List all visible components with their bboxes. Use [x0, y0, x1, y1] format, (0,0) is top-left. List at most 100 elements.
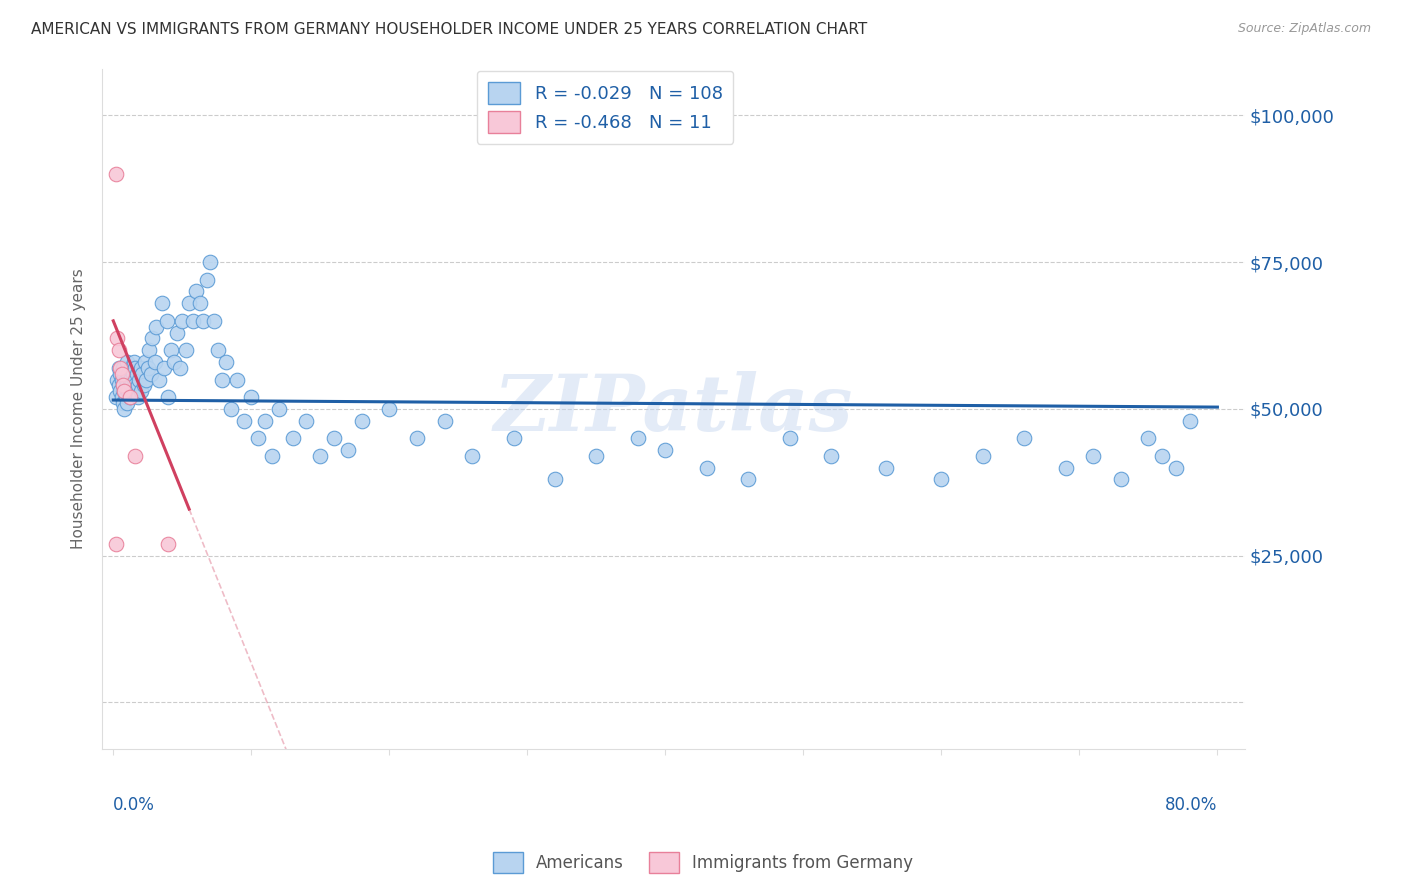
Point	[141, 331, 163, 345]
Point	[226, 372, 249, 386]
Point	[267, 401, 290, 416]
Point	[121, 367, 143, 381]
Text: ZIPatlas: ZIPatlas	[494, 370, 853, 447]
Point	[118, 390, 141, 404]
Point	[111, 378, 134, 392]
Point	[115, 396, 138, 410]
Point	[1178, 414, 1201, 428]
Point	[108, 384, 131, 399]
Point	[336, 442, 359, 457]
Point	[207, 343, 229, 358]
Point	[240, 390, 263, 404]
Point	[118, 372, 141, 386]
Point	[233, 414, 256, 428]
Point	[105, 331, 128, 345]
Point	[295, 414, 318, 428]
Point	[350, 414, 373, 428]
Point	[166, 326, 188, 340]
Point	[129, 360, 152, 375]
Point	[163, 355, 186, 369]
Point	[128, 372, 150, 386]
Point	[157, 390, 180, 404]
Point	[627, 431, 650, 445]
Point	[172, 314, 194, 328]
Point	[111, 378, 134, 392]
Point	[108, 367, 131, 381]
Point	[160, 343, 183, 358]
Point	[1054, 460, 1077, 475]
Point	[110, 367, 132, 381]
Point	[124, 378, 146, 392]
Point	[125, 384, 148, 399]
Point	[107, 360, 129, 375]
Point	[179, 296, 201, 310]
Point	[247, 431, 270, 445]
Point	[131, 367, 153, 381]
Point	[696, 460, 718, 475]
Point	[1137, 431, 1160, 445]
Point	[145, 319, 167, 334]
Text: 80.0%: 80.0%	[1166, 797, 1218, 814]
Point	[654, 442, 676, 457]
Point	[134, 355, 156, 369]
Text: Source: ZipAtlas.com: Source: ZipAtlas.com	[1237, 22, 1371, 36]
Point	[198, 255, 221, 269]
Point	[820, 449, 842, 463]
Point	[219, 401, 242, 416]
Point	[779, 431, 801, 445]
Point	[195, 273, 218, 287]
Point	[114, 390, 136, 404]
Point	[1152, 449, 1174, 463]
Point	[433, 414, 456, 428]
Point	[323, 431, 346, 445]
Legend: Americans, Immigrants from Germany: Americans, Immigrants from Germany	[486, 846, 920, 880]
Text: AMERICAN VS IMMIGRANTS FROM GERMANY HOUSEHOLDER INCOME UNDER 25 YEARS CORRELATIO: AMERICAN VS IMMIGRANTS FROM GERMANY HOUS…	[31, 22, 868, 37]
Point	[120, 360, 142, 375]
Point	[124, 360, 146, 375]
Point	[132, 378, 155, 392]
Point	[585, 449, 607, 463]
Point	[972, 449, 994, 463]
Point	[129, 384, 152, 399]
Point	[105, 390, 128, 404]
Point	[112, 384, 135, 399]
Point	[181, 314, 204, 328]
Point	[124, 449, 146, 463]
Point	[153, 360, 176, 375]
Point	[931, 472, 953, 486]
Point	[122, 355, 145, 369]
Point	[110, 372, 132, 386]
Point	[143, 355, 166, 369]
Point	[112, 367, 135, 381]
Point	[406, 431, 429, 445]
Point	[112, 401, 135, 416]
Point	[117, 384, 139, 399]
Point	[111, 396, 134, 410]
Y-axis label: Householder Income Under 25 years: Householder Income Under 25 years	[72, 268, 86, 549]
Point	[202, 314, 225, 328]
Point	[1164, 460, 1187, 475]
Point	[112, 384, 135, 399]
Point	[1083, 449, 1105, 463]
Point	[110, 390, 132, 404]
Text: 0.0%: 0.0%	[114, 797, 155, 814]
Point	[115, 378, 138, 392]
Point	[1109, 472, 1132, 486]
Point	[107, 343, 129, 358]
Point	[260, 449, 283, 463]
Point	[117, 367, 139, 381]
Point	[125, 367, 148, 381]
Point	[136, 360, 159, 375]
Point	[107, 378, 129, 392]
Point	[148, 372, 170, 386]
Point	[184, 285, 207, 299]
Point	[502, 431, 524, 445]
Point	[122, 372, 145, 386]
Point	[875, 460, 897, 475]
Point	[127, 378, 149, 392]
Point	[188, 296, 211, 310]
Point	[254, 414, 277, 428]
Point	[211, 372, 233, 386]
Point	[191, 314, 214, 328]
Point	[169, 360, 191, 375]
